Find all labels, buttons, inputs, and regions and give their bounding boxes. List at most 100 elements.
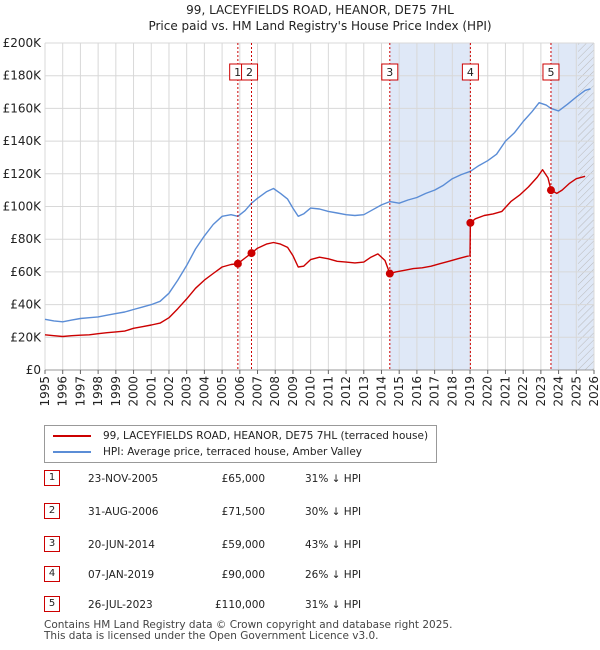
sale-label: 5 (547, 66, 554, 79)
sale-price: £110,000 (215, 599, 266, 611)
sale-label: 3 (386, 66, 393, 79)
x-tick-label: 1999 (109, 376, 123, 407)
x-tick-label: 2026 (587, 376, 600, 407)
sale-delta: 43% ↓ HPI (305, 539, 362, 551)
x-tick-label: 2003 (180, 376, 194, 407)
sale-delta: 31% ↓ HPI (305, 599, 362, 611)
hpi-line (44, 88, 591, 323)
x-tick-label: 2004 (197, 376, 211, 407)
x-tick-label: 1995 (38, 376, 52, 407)
y-axis: £0 £20K £40K £60K £80K £100K £120K £140K £160K £1… (3, 36, 43, 377)
sale-price: £90,000 (221, 569, 265, 581)
sale-label: 2 (246, 66, 253, 79)
sale-label-box (461, 63, 479, 81)
sale-number: 1 (44, 470, 60, 486)
table-row: 1 23-NOV-2005 £65,000 31% ↓ HPI (0, 470, 600, 490)
x-tick-label: 2002 (162, 376, 176, 407)
legend-label-property: 99, LACEYFIELDS ROAD, HEANOR, DE75 7HL (… (103, 430, 429, 442)
legend-item-property: 99, LACEYFIELDS ROAD, HEANOR, DE75 7HL (… (53, 429, 428, 443)
table-row: 4 07-JAN-2019 £90,000 26% ↓ HPI (0, 566, 600, 586)
x-tick-label: 2017 (428, 376, 442, 407)
chart-title: 99, LACEYFIELDS ROAD, HEANOR, DE75 7HL (186, 3, 454, 17)
table-row: 3 20-JUN-2014 £59,000 43% ↓ HPI (0, 536, 600, 556)
x-tick-label: 2014 (374, 376, 388, 407)
y-tick-label: £80K (10, 232, 42, 246)
x-tick-label: 2012 (339, 376, 353, 407)
sale-price: £65,000 (221, 473, 265, 485)
legend: 99, LACEYFIELDS ROAD, HEANOR, DE75 7HL (… (44, 425, 437, 463)
x-tick-label: 2008 (268, 376, 282, 407)
x-tick-label: 2013 (357, 376, 371, 407)
y-tick-label: £40K (10, 298, 42, 312)
sale-label-box (542, 63, 560, 81)
footer: Contains HM Land Registry data © Crown c… (44, 620, 452, 642)
y-tick-label: £160K (3, 101, 43, 115)
x-tick-label: 2011 (321, 376, 335, 407)
series-lines (44, 88, 591, 338)
legend-swatch-hpi (53, 451, 91, 453)
x-tick-label: 2024 (552, 376, 566, 407)
y-tick-label: £180K (3, 69, 43, 83)
sale-delta: 31% ↓ HPI (305, 473, 362, 485)
sale-point (546, 186, 555, 195)
x-tick-label: 2019 (463, 376, 477, 407)
x-tick-label: 2022 (516, 376, 530, 407)
x-tick-label: 1997 (73, 376, 87, 407)
sale-label: 4 (467, 66, 474, 79)
y-tick-label: £140K (3, 134, 43, 148)
chart-subtitle: Price paid vs. HM Land Registry's House … (148, 19, 491, 33)
sale-point (247, 249, 256, 258)
sale-number: 2 (44, 503, 60, 519)
sale-delta: 30% ↓ HPI (305, 506, 362, 518)
y-tick-label: £200K (3, 36, 43, 50)
x-tick-label: 2010 (304, 376, 318, 407)
x-tick-label: 2005 (215, 376, 229, 407)
x-tick-label: 2015 (392, 376, 406, 407)
x-tick-label: 2020 (481, 376, 495, 407)
sale-date: 26-JUL-2023 (88, 599, 153, 611)
x-tick-label: 2021 (498, 376, 512, 407)
y-tick-label: £100K (3, 200, 43, 214)
sale-number: 3 (44, 536, 60, 552)
y-tick-label: £20K (10, 330, 42, 344)
y-tick-label: £120K (3, 167, 43, 181)
sale-point (466, 218, 475, 227)
sale-number: 5 (44, 596, 60, 612)
sale-number: 4 (44, 566, 60, 582)
x-tick-label: 1996 (56, 376, 70, 407)
x-tick-label: 2023 (534, 376, 548, 407)
x-tick-label: 2006 (233, 376, 247, 407)
sale-label: 1 (234, 66, 241, 79)
legend-item-hpi: HPI: Average price, terraced house, Ambe… (53, 445, 362, 459)
price-chart: 99, LACEYFIELDS ROAD, HEANOR, DE75 7HL P… (3, 3, 600, 407)
x-tick-label: 2007 (251, 376, 265, 407)
x-tick-label: 2009 (286, 376, 300, 407)
x-tick-label: 2016 (410, 376, 424, 407)
sale-date: 31-AUG-2006 (88, 506, 159, 518)
legend-label-hpi: HPI: Average price, terraced house, Ambe… (103, 446, 362, 458)
sale-date: 07-JAN-2019 (88, 569, 155, 581)
sale-point (385, 269, 394, 278)
x-tick-label: 2000 (127, 376, 141, 407)
x-tick-label: 2001 (144, 376, 158, 407)
footer-copyright: Contains HM Land Registry data © Crown c… (44, 619, 453, 631)
legend-swatch-property (53, 435, 91, 437)
x-tick-label: 2025 (569, 376, 583, 407)
sale-date: 20-JUN-2014 (88, 539, 155, 551)
sale-label-box (381, 63, 399, 81)
sale-date: 23-NOV-2005 (88, 473, 159, 485)
sale-price: £59,000 (221, 539, 265, 551)
y-tick-label: £60K (10, 265, 42, 279)
table-row: 2 31-AUG-2006 £71,500 30% ↓ HPI (0, 503, 600, 523)
property-price-line (44, 169, 586, 338)
sale-delta: 26% ↓ HPI (305, 569, 362, 581)
table-row: 5 26-JUL-2023 £110,000 31% ↓ HPI (0, 596, 600, 616)
x-axis: 1995 1996 1997 1998 1999 2000 2001 2002 2003 2004… (38, 369, 600, 407)
x-tick-label: 1998 (91, 376, 105, 407)
sale-label-box (241, 63, 259, 81)
y-tick-label: £0 (26, 363, 41, 377)
x-tick-label: 2018 (445, 376, 459, 407)
sale-point (233, 259, 242, 268)
sale-price: £71,500 (221, 506, 265, 518)
